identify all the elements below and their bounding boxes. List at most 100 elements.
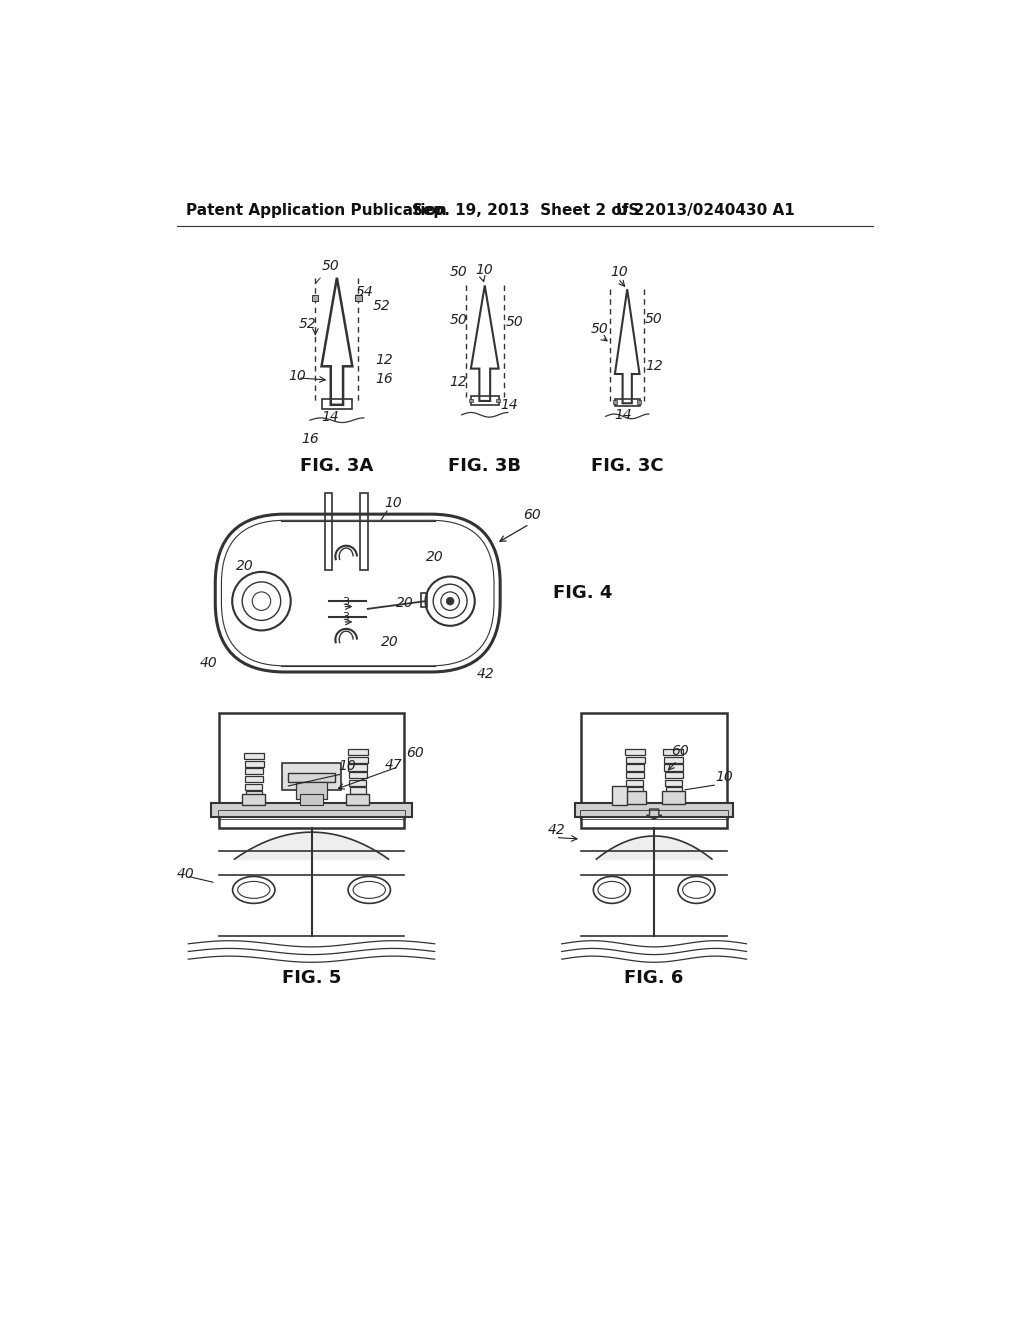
- Bar: [283, 763, 341, 789]
- Text: 16: 16: [376, 372, 393, 385]
- Bar: [348, 764, 367, 771]
- Text: 3: 3: [342, 597, 349, 607]
- Text: FIG. 6: FIG. 6: [625, 969, 684, 987]
- Text: 50: 50: [315, 259, 339, 284]
- Bar: [471, 396, 499, 405]
- Bar: [296, 781, 327, 799]
- Bar: [300, 793, 323, 805]
- Bar: [627, 780, 643, 785]
- Text: 10: 10: [385, 496, 402, 511]
- Bar: [245, 760, 264, 767]
- Bar: [628, 788, 643, 793]
- Bar: [614, 399, 640, 407]
- Bar: [211, 803, 412, 817]
- Bar: [626, 756, 645, 763]
- Text: 12: 12: [450, 375, 467, 388]
- Bar: [346, 793, 370, 805]
- Bar: [355, 294, 361, 301]
- Text: FIG. 3C: FIG. 3C: [591, 458, 664, 475]
- Text: 10: 10: [339, 759, 356, 772]
- Bar: [666, 795, 681, 801]
- Text: 10: 10: [716, 770, 733, 784]
- Text: FIG. 5: FIG. 5: [282, 969, 341, 987]
- Bar: [662, 791, 685, 804]
- Bar: [611, 785, 628, 805]
- Text: 16: 16: [301, 433, 319, 446]
- Bar: [581, 810, 728, 818]
- Text: Patent Application Publication: Patent Application Publication: [186, 203, 446, 218]
- Text: 20: 20: [381, 635, 398, 649]
- Bar: [348, 748, 368, 755]
- Bar: [349, 772, 367, 779]
- Bar: [244, 752, 264, 759]
- Bar: [628, 795, 643, 801]
- Text: Sep. 19, 2013  Sheet 2 of 2: Sep. 19, 2013 Sheet 2 of 2: [412, 203, 644, 218]
- Bar: [665, 780, 682, 785]
- Bar: [497, 399, 500, 403]
- Text: 10: 10: [610, 264, 628, 279]
- Bar: [245, 768, 263, 775]
- Bar: [349, 780, 367, 785]
- Text: US 2013/0240430 A1: US 2013/0240430 A1: [615, 203, 795, 218]
- Bar: [613, 400, 617, 404]
- Bar: [574, 803, 733, 817]
- Bar: [246, 784, 262, 789]
- Text: 60: 60: [671, 744, 689, 758]
- Bar: [348, 756, 368, 763]
- Bar: [350, 788, 367, 793]
- Bar: [665, 772, 683, 779]
- Bar: [246, 776, 263, 781]
- Text: 12: 12: [376, 354, 393, 367]
- Text: 10: 10: [475, 263, 494, 277]
- Text: 50: 50: [506, 315, 523, 330]
- Text: FIG. 3A: FIG. 3A: [300, 458, 374, 475]
- Bar: [626, 764, 644, 771]
- Bar: [325, 494, 333, 570]
- Bar: [289, 774, 335, 781]
- Bar: [664, 748, 683, 755]
- Bar: [243, 793, 265, 805]
- Text: 52: 52: [298, 317, 316, 331]
- Text: 42: 42: [548, 822, 565, 837]
- Bar: [360, 494, 368, 570]
- Text: 20: 20: [425, 550, 443, 564]
- Text: 54: 54: [356, 285, 374, 300]
- Text: 14: 14: [500, 397, 518, 412]
- Bar: [581, 713, 727, 829]
- Text: 20: 20: [237, 560, 254, 573]
- Text: 50: 50: [645, 312, 663, 326]
- Bar: [217, 810, 406, 818]
- Text: 52: 52: [373, 300, 391, 313]
- Text: 50: 50: [451, 265, 468, 280]
- Text: FIG. 4: FIG. 4: [553, 585, 612, 602]
- Bar: [312, 294, 318, 301]
- Bar: [322, 400, 352, 409]
- Circle shape: [446, 597, 454, 605]
- Text: FIG. 3B: FIG. 3B: [449, 458, 521, 475]
- Bar: [246, 792, 262, 797]
- Bar: [219, 713, 403, 829]
- Text: 50: 50: [591, 322, 609, 337]
- Bar: [624, 791, 646, 804]
- Bar: [665, 756, 683, 763]
- Text: 47: 47: [385, 758, 402, 772]
- Bar: [625, 748, 645, 755]
- Text: 40: 40: [177, 867, 195, 882]
- Text: 42: 42: [477, 668, 495, 681]
- Text: 60: 60: [407, 747, 424, 760]
- Bar: [627, 772, 644, 779]
- Bar: [666, 788, 682, 793]
- Text: 12: 12: [645, 359, 663, 374]
- Text: 14: 14: [322, 411, 339, 424]
- Text: 20: 20: [396, 597, 414, 610]
- Bar: [350, 795, 366, 801]
- Text: 50: 50: [451, 313, 468, 327]
- Text: 3: 3: [342, 612, 349, 623]
- Text: 60: 60: [523, 508, 541, 521]
- Bar: [421, 594, 427, 607]
- Bar: [469, 399, 473, 403]
- Text: 14: 14: [614, 408, 632, 422]
- Text: 40: 40: [200, 656, 218, 669]
- Bar: [665, 764, 683, 771]
- Text: 10: 10: [289, 368, 306, 383]
